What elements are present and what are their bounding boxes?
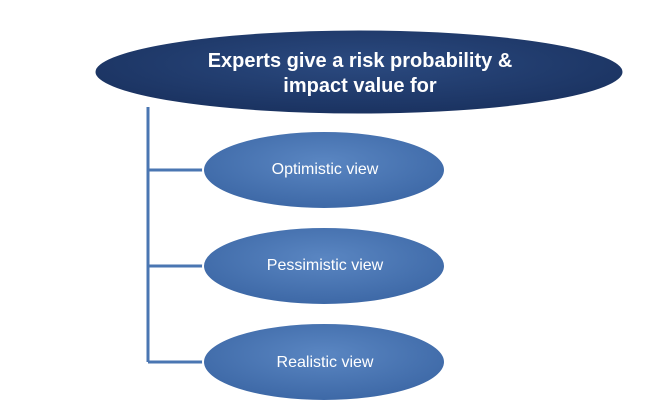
child-ellipse-optimistic [202, 130, 446, 210]
root-label: Experts give a risk probability & impact… [170, 40, 550, 108]
root-label-line-2: impact value for [283, 75, 437, 97]
root-ellipse [92, 27, 626, 117]
child-ellipse-realistic [202, 322, 446, 402]
root-label-line-1: Experts give a risk probability & [207, 50, 513, 72]
child-ellipse-pessimistic [202, 226, 446, 306]
realistic-view-label: Realistic view [276, 354, 374, 371]
pessimistic-view-label: Pessimistic view [266, 257, 384, 274]
optimistic-view-label: Optimistic view [271, 161, 379, 178]
